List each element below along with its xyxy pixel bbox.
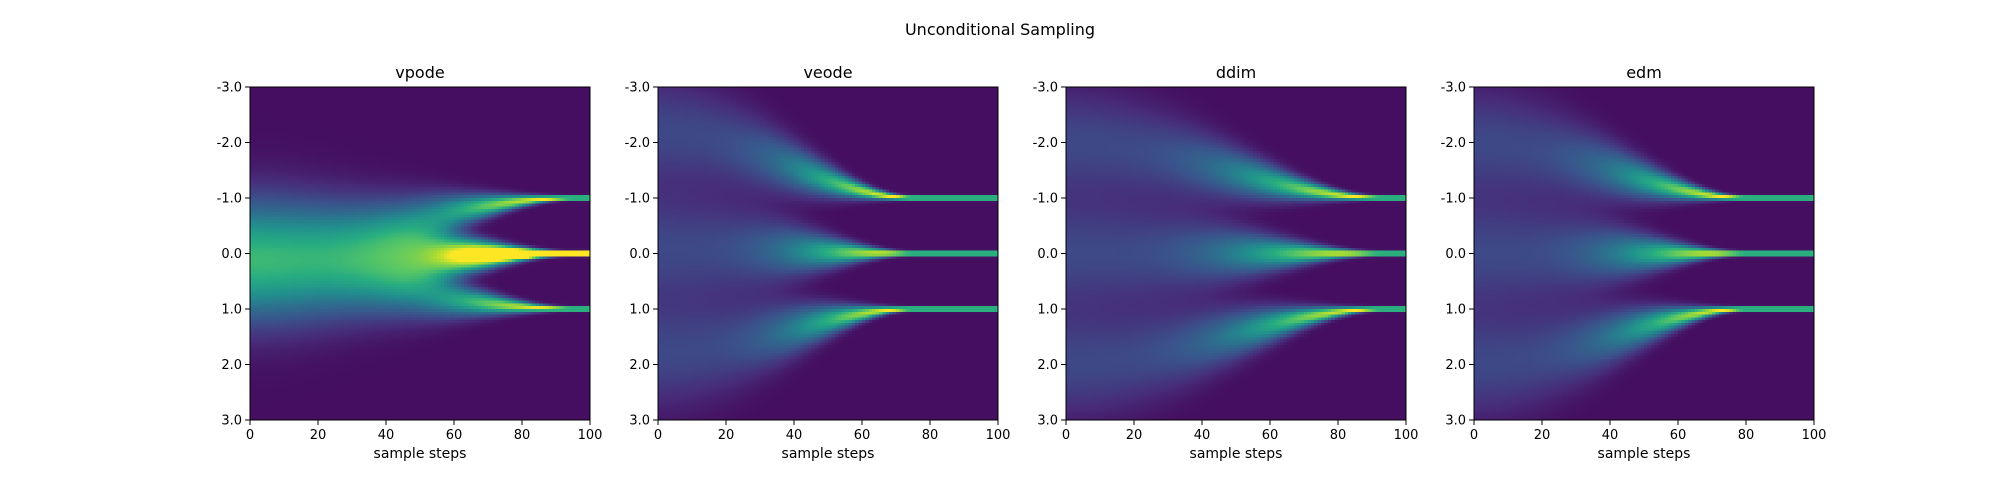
y-tick-label: -1.0 <box>1033 192 1058 207</box>
y-tick-label: 1.0 <box>1445 303 1466 318</box>
y-tick-label: 1.0 <box>221 303 242 318</box>
heatmap-image <box>1474 87 1814 420</box>
x-tick-label: 20 <box>718 428 735 443</box>
figure-title: Unconditional Sampling <box>904 20 1096 39</box>
y-tick-label: -2.0 <box>1441 136 1466 151</box>
y-tick-label: -2.0 <box>1033 136 1058 151</box>
y-tick-label: 3.0 <box>1445 414 1466 429</box>
x-tick-label: 20 <box>1126 428 1143 443</box>
x-tick-label: 100 <box>986 428 1011 443</box>
panel-title: ddim <box>1216 63 1256 82</box>
y-tick-label: -3.0 <box>217 81 242 96</box>
panel-title: veode <box>803 63 852 82</box>
x-tick-label: 40 <box>1194 428 1211 443</box>
y-tick-label: 0.0 <box>221 247 242 262</box>
y-tick-label: 2.0 <box>1445 358 1466 373</box>
x-tick-label: 0 <box>1470 428 1478 443</box>
x-tick-label: 0 <box>1062 428 1070 443</box>
heatmap-image <box>1066 87 1406 420</box>
x-tick-label: 0 <box>246 428 254 443</box>
y-tick-label: -3.0 <box>1441 81 1466 96</box>
chart-panel-edm: edm 0 20 40 60 80 100 -3.0 -2.0 -1.0 0.0 1.0 2.0 3.0 s… <box>1441 63 1827 462</box>
x-tick-label: 0 <box>654 428 662 443</box>
panel-title: edm <box>1626 63 1662 82</box>
y-tick-label: 3.0 <box>221 414 242 429</box>
y-tick-label: 2.0 <box>1037 358 1058 373</box>
x-tick-label: 60 <box>1262 428 1279 443</box>
x-tick-label: 60 <box>854 428 871 443</box>
x-tick-label: 100 <box>1394 428 1419 443</box>
y-tick-label: 0.0 <box>629 247 650 262</box>
x-tick-label: 60 <box>1670 428 1687 443</box>
panel-title: vpode <box>395 63 444 82</box>
y-tick-label: -3.0 <box>1033 81 1058 96</box>
y-tick-label: 3.0 <box>1037 414 1058 429</box>
x-tick-label: 20 <box>1534 428 1551 443</box>
y-tick-label: 2.0 <box>629 358 650 373</box>
x-tick-label: 80 <box>1738 428 1755 443</box>
y-tick-label: 2.0 <box>221 358 242 373</box>
x-tick-label: 20 <box>310 428 327 443</box>
x-axis-label: sample steps <box>1598 446 1691 462</box>
y-tick-label: -1.0 <box>1441 192 1466 207</box>
x-tick-label: 40 <box>1602 428 1619 443</box>
x-axis-label: sample steps <box>1190 446 1283 462</box>
x-tick-label: 100 <box>1802 428 1827 443</box>
x-tick-label: 80 <box>922 428 939 443</box>
heatmap-image <box>250 87 590 420</box>
x-tick-label: 80 <box>1330 428 1347 443</box>
x-tick-label: 40 <box>786 428 803 443</box>
chart-panel-veode: veode 0 20 40 60 80 100 -3.0 -2.0 -1.0 0.0 1.0 2.0 3.… <box>625 63 1011 462</box>
x-tick-label: 80 <box>514 428 531 443</box>
y-tick-label: -2.0 <box>625 136 650 151</box>
y-tick-label: -3.0 <box>625 81 650 96</box>
heatmap-image <box>658 87 998 420</box>
x-axis-label: sample steps <box>374 446 467 462</box>
y-tick-label: 1.0 <box>629 303 650 318</box>
x-tick-label: 60 <box>446 428 463 443</box>
y-tick-label: -1.0 <box>217 192 242 207</box>
y-tick-label: 1.0 <box>1037 303 1058 318</box>
y-tick-label: 0.0 <box>1037 247 1058 262</box>
y-tick-label: -1.0 <box>625 192 650 207</box>
chart-panel-vpode: vpode 0 20 40 60 80 100 -3.0 -2.0 -1.0 0.0 1.0 2.0 3.… <box>217 63 603 462</box>
y-tick-label: 3.0 <box>629 414 650 429</box>
y-tick-label: -2.0 <box>217 136 242 151</box>
x-tick-label: 40 <box>378 428 395 443</box>
x-tick-label: 100 <box>578 428 603 443</box>
y-tick-label: 0.0 <box>1445 247 1466 262</box>
x-axis-label: sample steps <box>782 446 875 462</box>
chart-panel-ddim: ddim 0 20 40 60 80 100 -3.0 -2.0 -1.0 0.0 1.0 2.0 3.0… <box>1033 63 1419 462</box>
